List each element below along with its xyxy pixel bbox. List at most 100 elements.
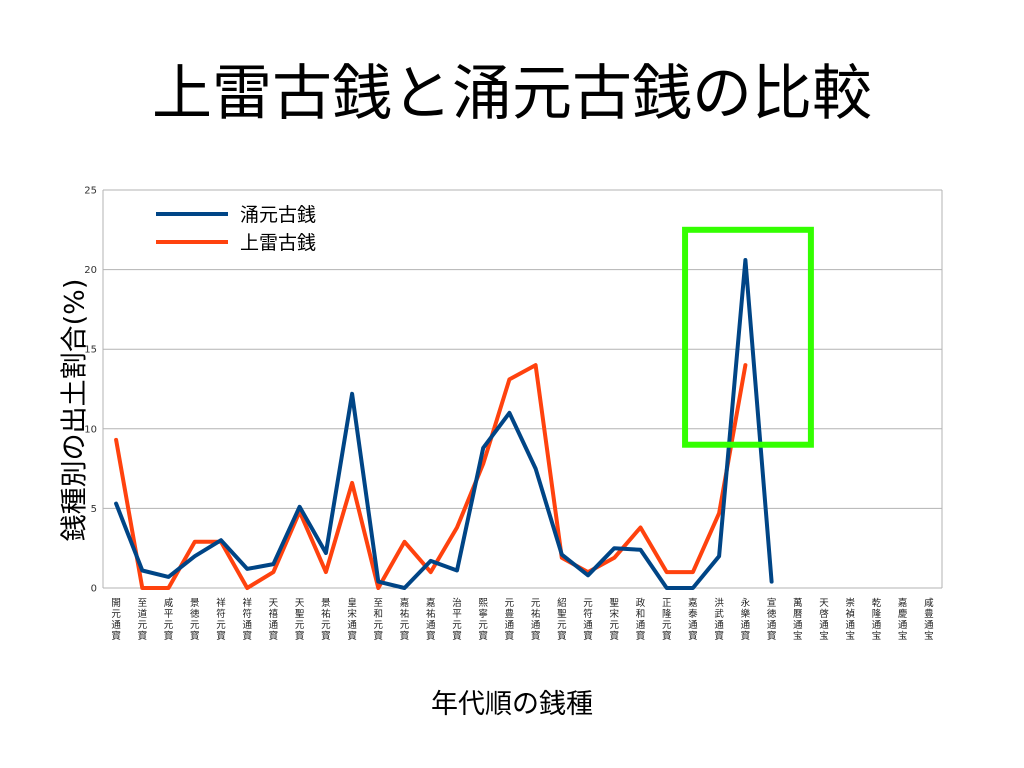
category-char: 通	[767, 620, 777, 631]
category-char: 通	[269, 620, 279, 631]
category-char: 天	[295, 598, 305, 609]
category-char: 平	[164, 609, 174, 620]
category-char: 治	[452, 597, 462, 609]
x-category-label: 皇宋通寳	[347, 597, 357, 642]
category-char: 宝	[898, 630, 908, 642]
category-char: 通	[819, 620, 829, 631]
category-char: 元	[400, 620, 410, 631]
category-char: 符	[583, 608, 593, 620]
y-tick-label: 20	[84, 265, 97, 276]
category-char: 天	[269, 598, 279, 609]
category-char: 武	[714, 608, 724, 620]
x-category-label: 至和元寳	[374, 598, 384, 642]
y-tick-label: 5	[91, 504, 97, 515]
y-tick-label: 15	[84, 345, 97, 356]
x-category-label: 政和通寳	[636, 597, 646, 642]
y-tick-label: 25	[84, 186, 97, 197]
category-char: 通	[845, 620, 855, 631]
x-category-label: 咸豊通宝	[924, 597, 934, 642]
category-char: 慶	[898, 608, 908, 620]
x-category-label: 嘉祐元寳	[400, 597, 410, 642]
category-char: 通	[505, 620, 515, 631]
category-char: 天	[819, 598, 829, 609]
category-char: 寳	[531, 630, 541, 642]
x-category-label: 元符通寳	[583, 598, 593, 642]
series-line	[114, 363, 748, 590]
category-char: 隆	[872, 608, 882, 620]
category-char: 寳	[452, 630, 462, 642]
y-axis-ticks: 0 5 10 15 20 25	[84, 186, 97, 595]
x-category-label: 洪武通寳	[714, 597, 724, 642]
category-char: 祐	[426, 608, 436, 620]
x-category-label: 開元通寳	[111, 598, 121, 642]
category-char: 通	[688, 620, 698, 631]
x-category-label: 景徳元寳	[190, 598, 200, 642]
x-category-label: 天啓通宝	[819, 598, 829, 642]
x-category-label: 萬曆通宝	[793, 597, 803, 642]
x-category-label: 嘉慶通宝	[898, 597, 908, 642]
x-category-label: 景祐元寳	[321, 598, 331, 642]
category-char: 寳	[216, 630, 226, 642]
category-char: 元	[216, 620, 226, 631]
legend-label: 涌元古銭	[240, 204, 316, 226]
category-char: 寳	[190, 630, 200, 642]
category-char: 和	[374, 609, 384, 620]
category-char: 寳	[583, 630, 593, 642]
category-char: 寳	[164, 630, 174, 642]
category-char: 聖	[557, 609, 567, 620]
category-char: 熙	[478, 598, 488, 609]
category-char: 通	[583, 620, 593, 631]
category-char: 祐	[400, 608, 410, 620]
category-char: 宝	[793, 630, 803, 642]
gridlines	[102, 189, 943, 589]
category-char: 皇	[347, 597, 357, 609]
category-char: 通	[531, 620, 541, 631]
category-char: 寳	[295, 630, 305, 642]
category-char: 景	[190, 598, 200, 609]
category-char: 元	[505, 598, 515, 609]
category-char: 政	[636, 597, 646, 609]
category-char: 寳	[374, 630, 384, 642]
category-char: 曆	[793, 609, 803, 620]
category-char: 禧	[269, 608, 279, 620]
category-char: 嘉	[400, 597, 410, 609]
x-category-label: 至道元寳	[138, 598, 148, 642]
category-char: 寳	[610, 630, 620, 642]
category-char: 紹	[557, 597, 567, 609]
category-char: 嘉	[426, 597, 436, 609]
x-category-label: 元祐通寳	[531, 598, 541, 642]
category-char: 元	[452, 620, 462, 631]
category-char: 嘉	[898, 597, 908, 609]
highlight-box	[682, 226, 814, 448]
category-char: 啓	[819, 608, 829, 620]
category-char: 景	[321, 598, 331, 609]
category-char: 元	[557, 620, 567, 631]
category-char: 通	[872, 620, 882, 631]
category-char: 宝	[819, 630, 829, 642]
category-char: 禎	[845, 608, 855, 620]
category-char: 宝	[924, 630, 934, 642]
x-category-label: 祥符通寳	[242, 597, 252, 642]
category-char: 宋	[610, 608, 620, 620]
category-char: 寳	[505, 630, 515, 642]
category-char: 平	[452, 609, 462, 620]
category-char: 通	[242, 620, 252, 631]
category-char: 祥	[216, 597, 226, 609]
category-char: 乾	[872, 597, 882, 609]
category-char: 聖	[610, 598, 620, 609]
category-char: 寳	[400, 630, 410, 642]
category-char: 豊	[924, 608, 934, 620]
category-char: 元	[610, 620, 620, 631]
x-category-label: 咸平元寳	[164, 597, 174, 642]
category-char: 豊	[505, 608, 515, 620]
y-axis-label: 銭種別の出土割合(%)	[59, 278, 91, 542]
category-char: 元	[164, 620, 174, 631]
category-char: 咸	[164, 597, 174, 609]
category-char: 祐	[531, 608, 541, 620]
legend-label: 上雷古銭	[240, 232, 316, 254]
category-char: 祥	[242, 597, 252, 609]
category-char: 寳	[636, 630, 646, 642]
x-category-label: 宣徳通寳	[767, 597, 777, 642]
category-char: 樂	[741, 608, 751, 620]
